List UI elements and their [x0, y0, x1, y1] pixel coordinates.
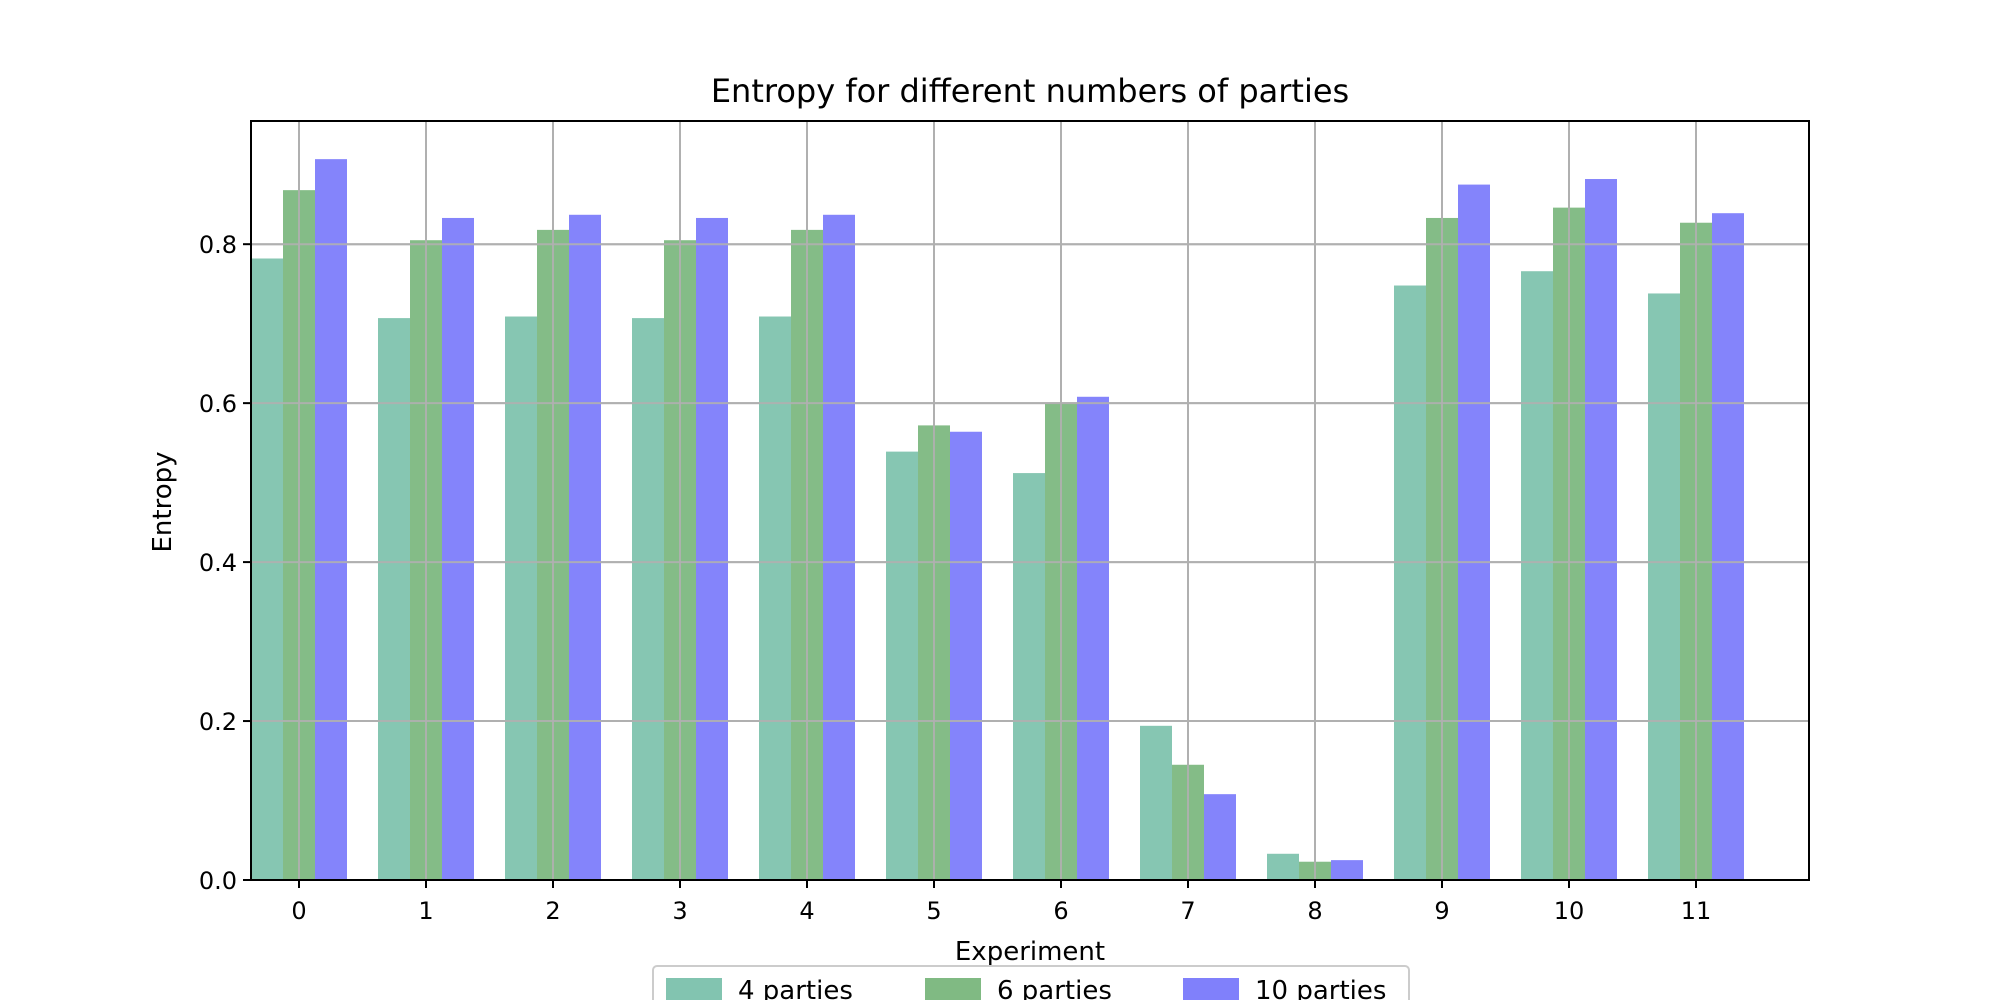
legend-swatch-2: [1183, 978, 1239, 1000]
x-tick-label: 0: [291, 897, 306, 925]
bar-series-2-cat-3: [696, 217, 728, 881]
bar-series-2-cat-4: [823, 214, 855, 880]
y-tick-label: 0.4: [199, 549, 237, 577]
bar-series-0-cat-10: [1521, 271, 1553, 881]
bar-series-0-cat-11: [1648, 293, 1680, 880]
bar-series-2-cat-6: [1077, 396, 1109, 880]
plot-frame: [250, 120, 1810, 881]
x-tick-label: 11: [1681, 897, 1712, 925]
bar-series-2-cat-9: [1458, 184, 1490, 880]
y-tick-label: 0.6: [199, 390, 237, 418]
y-axis-ticks: 0.0 0.2 0.4 0.6 0.8: [199, 231, 251, 895]
bar-series-0-cat-2: [505, 316, 537, 880]
x-tick-label: 6: [1053, 897, 1068, 925]
legend-label-1: 6 parties: [997, 976, 1112, 1000]
bar-series-2-cat-5: [950, 431, 982, 880]
bar-series-2-cat-7: [1204, 794, 1236, 880]
bar-series-2-cat-10: [1585, 179, 1617, 880]
y-tick-label: 0.2: [199, 708, 237, 736]
bar-series-0-cat-4: [759, 316, 791, 880]
x-tick-label: 1: [418, 897, 433, 925]
bar-series-2-cat-8: [1331, 860, 1363, 880]
legend-swatch-0: [666, 978, 722, 1000]
bar-series-0-cat-9: [1394, 285, 1426, 880]
legend: 4 parties 6 parties 10 parties: [652, 965, 1410, 1004]
y-tick-label: 0.8: [199, 231, 237, 259]
bar-series-2-cat-11: [1712, 213, 1744, 880]
bar-series-0-cat-0: [251, 258, 283, 880]
bar-series-0-cat-3: [632, 318, 664, 880]
bar-series-0-cat-5: [886, 451, 918, 880]
bar-series-2-cat-1: [442, 217, 474, 881]
bar-series-0-cat-7: [1140, 725, 1172, 880]
x-tick-label: 9: [1434, 897, 1449, 925]
x-tick-label: 2: [545, 897, 560, 925]
x-tick-label: 3: [672, 897, 687, 925]
y-axis-label: Entropy: [148, 451, 178, 552]
legend-entries: 4 parties 6 parties 10 parties: [666, 976, 1386, 1004]
x-tick-label: 10: [1554, 897, 1585, 925]
bar-series-0-cat-1: [378, 318, 410, 880]
x-tick-label: 7: [1180, 897, 1195, 925]
x-axis-ticks: 0 1 2 3 4 5 6 7 8 9 10 11: [291, 880, 1711, 925]
bar-series-2-cat-0: [315, 159, 347, 881]
bar-series-2-cat-2: [569, 214, 601, 880]
bars: [251, 121, 1809, 881]
x-tick-label: 4: [799, 897, 814, 925]
y-tick-label: 0.0: [199, 867, 237, 895]
legend-label-2: 10 parties: [1255, 976, 1386, 1000]
chart-title: Entropy for different numbers of parties: [711, 72, 1349, 110]
bar-series-0-cat-6: [1013, 473, 1045, 880]
x-tick-label: 8: [1307, 897, 1322, 925]
x-axis-label: Experiment: [955, 937, 1105, 967]
legend-label-0: 4 parties: [738, 976, 853, 1000]
legend-swatch-1: [925, 978, 981, 1000]
bar-series-0-cat-8: [1267, 853, 1299, 880]
x-tick-label: 5: [926, 897, 941, 925]
